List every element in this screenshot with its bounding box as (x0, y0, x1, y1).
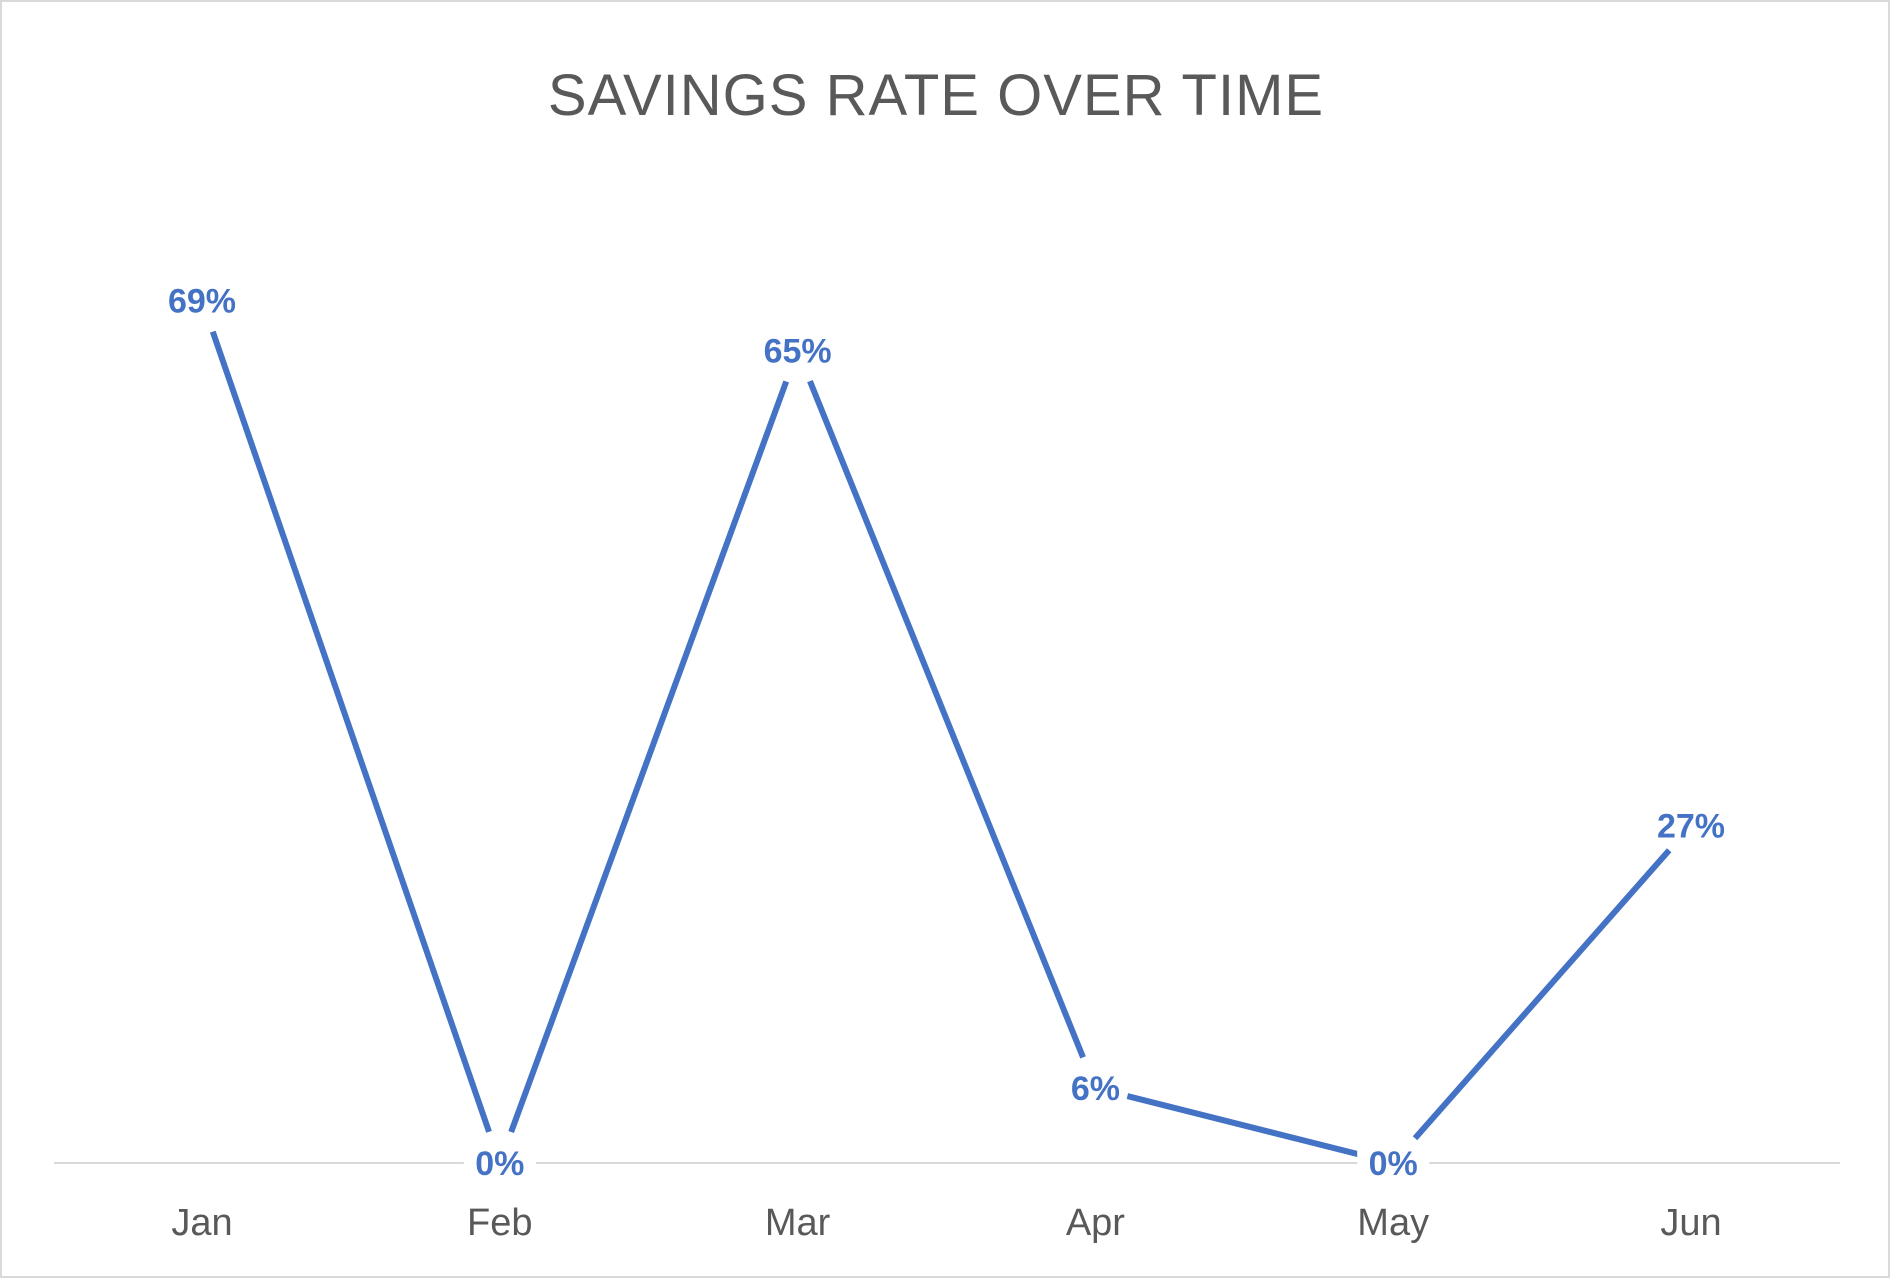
x-axis-tick-labels: Jan Feb Mar Apr May Jun (171, 1202, 1721, 1244)
data-labels: 69% 0% 65% 6% 0% 27% (168, 283, 1725, 1183)
data-label-background-feb (463, 1143, 536, 1183)
x-tick-label-jan: Jan (171, 1202, 232, 1244)
data-label-may: 0% (1369, 1145, 1418, 1183)
series-layer (209, 330, 1672, 1158)
chart-title: SAVINGS RATE OVER TIME (548, 63, 1324, 128)
series-line-segment-mar-apr (807, 379, 1086, 1059)
x-tick-label-feb: Feb (467, 1202, 532, 1244)
x-tick-label-mar: Mar (765, 1202, 831, 1244)
data-label-mar: 65% (764, 333, 832, 371)
series-line-segment-apr-may (1126, 1093, 1362, 1158)
x-tick-label-apr: Apr (1066, 1202, 1125, 1244)
x-tick-label-may: May (1357, 1202, 1429, 1244)
series-line-segment-jan-feb (209, 330, 492, 1133)
series-line-segment-may-jun (1412, 848, 1672, 1141)
data-label-apr: 6% (1071, 1070, 1120, 1108)
data-label-jun: 27% (1657, 808, 1725, 846)
data-label-jan: 69% (168, 283, 236, 321)
x-tick-label-jun: Jun (1660, 1202, 1721, 1244)
data-label-feb: 0% (475, 1145, 524, 1183)
data-label-background-may (1357, 1143, 1430, 1183)
series-line-segment-feb-mar (508, 380, 790, 1134)
